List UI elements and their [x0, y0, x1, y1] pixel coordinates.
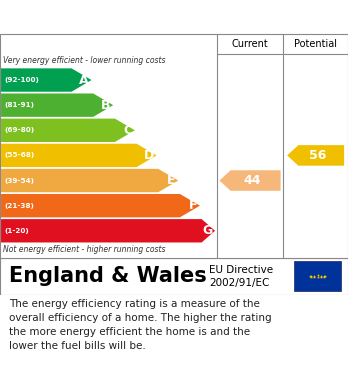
Text: 56: 56 — [309, 149, 326, 162]
Text: B: B — [101, 99, 110, 112]
Text: (21-38): (21-38) — [4, 203, 34, 209]
Polygon shape — [1, 93, 113, 117]
Polygon shape — [1, 219, 215, 242]
Polygon shape — [1, 144, 157, 167]
Text: Energy Efficiency Rating: Energy Efficiency Rating — [10, 9, 232, 24]
Text: Very energy efficient - lower running costs: Very energy efficient - lower running co… — [3, 56, 166, 65]
Polygon shape — [220, 170, 280, 191]
Text: (55-68): (55-68) — [4, 152, 34, 158]
Text: (39-54): (39-54) — [4, 178, 34, 183]
Text: 44: 44 — [243, 174, 260, 187]
Text: Not energy efficient - higher running costs: Not energy efficient - higher running co… — [3, 245, 166, 255]
Text: D: D — [143, 149, 154, 162]
Text: F: F — [189, 199, 197, 212]
Text: C: C — [123, 124, 132, 137]
Polygon shape — [1, 194, 200, 217]
Polygon shape — [1, 118, 135, 142]
Text: Current: Current — [232, 39, 268, 49]
Polygon shape — [1, 169, 178, 192]
Text: A: A — [79, 74, 89, 86]
Polygon shape — [287, 145, 344, 166]
Text: E: E — [167, 174, 175, 187]
Text: (69-80): (69-80) — [4, 127, 34, 133]
Text: EU Directive
2002/91/EC: EU Directive 2002/91/EC — [209, 265, 273, 288]
Text: (92-100): (92-100) — [4, 77, 39, 83]
Bar — [294, 262, 341, 291]
Text: England & Wales: England & Wales — [9, 266, 206, 287]
Text: Potential: Potential — [294, 39, 337, 49]
Text: G: G — [202, 224, 212, 237]
Text: (1-20): (1-20) — [4, 228, 29, 234]
Text: The energy efficiency rating is a measure of the
overall efficiency of a home. T: The energy efficiency rating is a measur… — [9, 299, 271, 351]
Polygon shape — [1, 68, 92, 92]
Text: (81-91): (81-91) — [4, 102, 34, 108]
